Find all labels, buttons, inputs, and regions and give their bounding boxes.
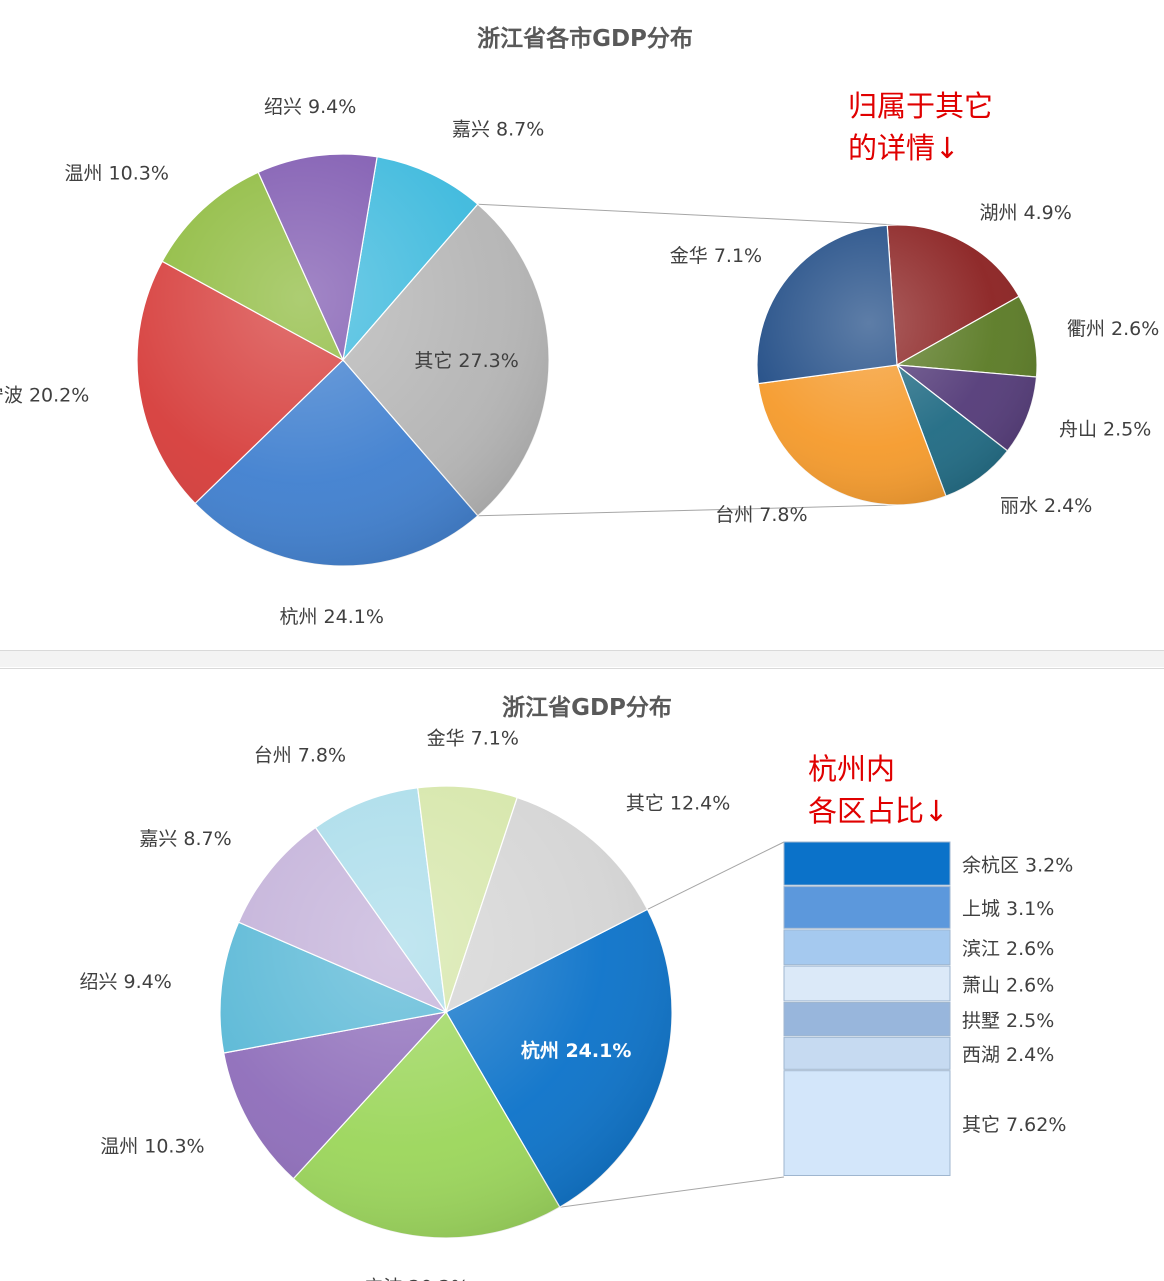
- bar-label-其它-7-62: 其它 7.62%: [962, 1114, 1066, 1136]
- slice-label-金华-7-1: 金华 7.1%: [427, 727, 519, 749]
- slice-label-杭州-24-1: 杭州 24.1%: [279, 606, 383, 628]
- pie-slice-金华-7-1: [756, 224, 898, 385]
- chart-title: 浙江省各市GDP分布: [477, 25, 693, 52]
- annotation-line-1: 杭州内: [808, 752, 895, 786]
- slice-label-嘉兴-8-7: 嘉兴 8.7%: [139, 828, 231, 850]
- bar-segment-萧山-2-6: [783, 965, 951, 1002]
- slice-label-温州-10-3: 温州 10.3%: [64, 162, 168, 184]
- slice-label-台州-7-8: 台州 7.8%: [254, 745, 346, 767]
- bar-segment-拱墅-2-5: [783, 1001, 951, 1037]
- pie-of-pie-chart: 浙江省各市GDP分布 嘉兴 8.7% 其它 27.3% 杭州 24.1% 宁波 20.…: [0, 25, 1159, 628]
- chart-panel-bottom: 浙江省GDP分布 杭州 24.1% 宁波 20.2% 温州 10.3% 绍兴 9.4%…: [0, 668, 1164, 1281]
- annotation-line-2: 的详情↓: [848, 131, 959, 165]
- connector-line-top: [477, 203, 898, 226]
- slice-label-衢州-2-6: 衢州 2.6%: [1067, 318, 1159, 340]
- slice-label-嘉兴-8-7: 嘉兴 8.7%: [452, 118, 544, 140]
- annotation-line-2: 各区占比↓: [808, 794, 948, 828]
- bar-segment-滨江-2-6: [783, 929, 951, 966]
- bar-segment-其它-7-62: [783, 1070, 951, 1177]
- slice-label-绍兴-9-4: 绍兴 9.4%: [79, 971, 171, 993]
- slice-label-宁波-20-2: 宁波 20.2%: [0, 385, 89, 407]
- bar-segment-上城-3-1: [783, 886, 951, 929]
- bar-segment-余杭区-3-2: [783, 841, 951, 886]
- bar-of-pie-chart: 浙江省GDP分布 杭州 24.1% 宁波 20.2% 温州 10.3% 绍兴 9.4%…: [79, 694, 1073, 1281]
- slice-label-湖州-4-9: 湖州 4.9%: [980, 202, 1072, 224]
- bar-segment-西湖-2-4: [783, 1036, 951, 1070]
- chart-title: 浙江省GDP分布: [502, 694, 672, 721]
- bar-label-萧山-2-6: 萧山 2.6%: [962, 974, 1054, 996]
- bar-label-拱墅-2-5: 拱墅 2.5%: [962, 1010, 1054, 1032]
- slice-label-杭州-24-1: 杭州 24.1%: [521, 1039, 632, 1062]
- chart-panel-top: 浙江省各市GDP分布 嘉兴 8.7% 其它 27.3% 杭州 24.1% 宁波 20.…: [0, 25, 1164, 651]
- panel-separator: [0, 651, 1164, 667]
- slice-label-其它-12-4: 其它 12.4%: [626, 793, 730, 815]
- annotation-line-1: 归属于其它: [848, 89, 993, 123]
- bar-label-余杭区-3-2: 余杭区 3.2%: [962, 854, 1073, 876]
- slice-label-台州-7-8: 台州 7.8%: [715, 504, 807, 526]
- connector-line-bottom: [477, 504, 898, 517]
- bar-label-上城-3-1: 上城 3.1%: [962, 898, 1054, 920]
- slice-label-绍兴-9-4: 绍兴 9.4%: [264, 96, 356, 118]
- slice-label-其它-27-3: 其它 27.3%: [414, 350, 518, 372]
- slice-label-金华-7-1: 金华 7.1%: [670, 245, 762, 267]
- slice-label-舟山-2-5: 舟山 2.5%: [1059, 418, 1151, 440]
- slice-label-宁波-20-2: 宁波 20.2%: [364, 1276, 468, 1281]
- bar-label-滨江-2-6: 滨江 2.6%: [962, 938, 1054, 960]
- connector-line-top: [647, 841, 785, 910]
- slice-label-温州-10-3: 温州 10.3%: [100, 1136, 204, 1158]
- slice-label-丽水-2-4: 丽水 2.4%: [1000, 495, 1092, 517]
- bar-label-西湖-2-4: 西湖 2.4%: [962, 1044, 1054, 1066]
